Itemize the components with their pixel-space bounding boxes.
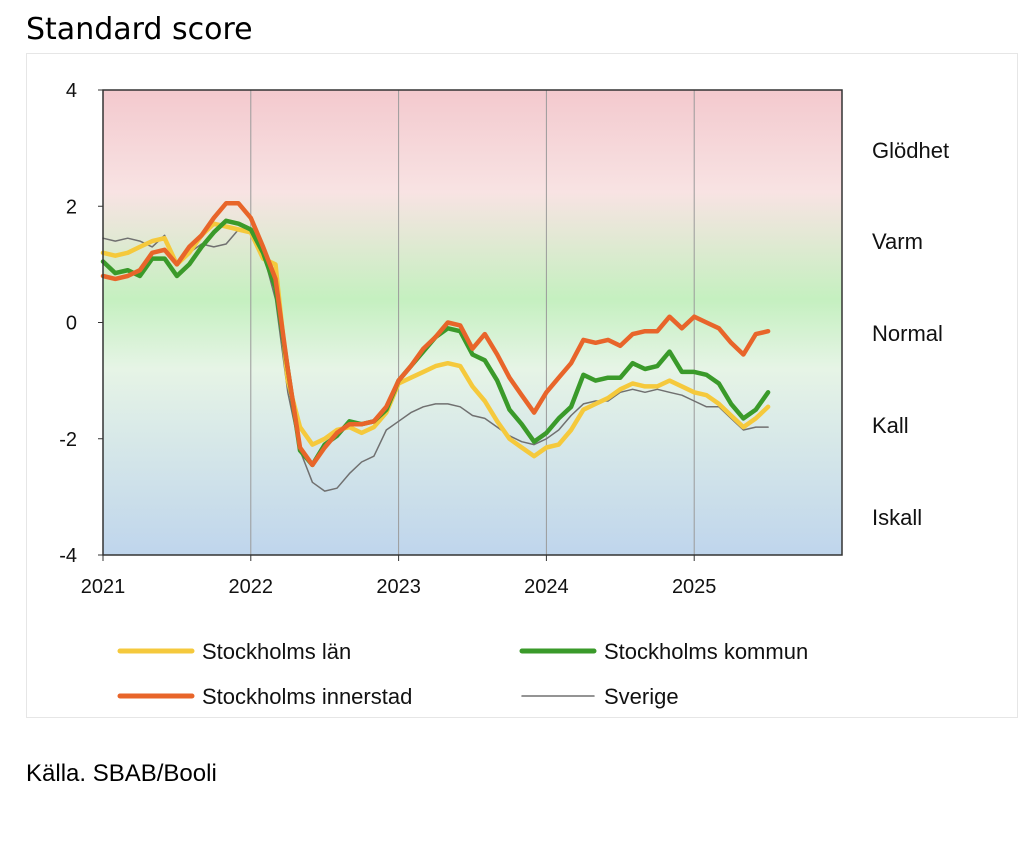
legend-label: Stockholms kommun [604, 639, 808, 664]
y-axis: 4 2 0 -2 -4 [59, 80, 103, 567]
gridlines [250, 90, 695, 555]
y-tick-label: 4 [66, 80, 77, 102]
x-tick-label: 2022 [229, 576, 274, 598]
x-tick-label: 2024 [524, 576, 569, 598]
y-tick-label: -2 [59, 429, 77, 451]
source-note: Källa. SBAB/Booli [26, 760, 217, 787]
x-tick-label: 2025 [672, 576, 717, 598]
y-tick-label: 0 [66, 313, 77, 335]
zone-labels: Glödhet Varm Normal Kall Iskall [872, 138, 949, 530]
series-line-stockholms-lan [100, 221, 771, 459]
page-title: Standard score [26, 12, 253, 47]
legend-label: Sverige [604, 684, 679, 709]
plot-background [103, 90, 842, 555]
x-axis: 2021 2022 2023 2024 2025 [81, 555, 717, 598]
y-tick-label: -4 [59, 545, 77, 567]
zone-label-glödhet: Glödhet [872, 138, 949, 163]
legend-label: Stockholms innerstad [202, 684, 412, 709]
zone-label-kall: Kall [872, 413, 909, 438]
series-layer [100, 201, 771, 492]
legend: Stockholms län Stockholms kommun Stockholm… [117, 639, 808, 709]
series-line-sverige [102, 228, 769, 492]
y-tick-label: 2 [66, 196, 77, 218]
x-tick-label: 2023 [376, 576, 421, 598]
zone-label-iskall: Iskall [872, 505, 922, 530]
series-line-stockholms-innerstad [100, 201, 771, 468]
zone-label-normal: Normal [872, 321, 943, 346]
zone-label-varm: Varm [872, 229, 923, 254]
chart-frame [26, 53, 1018, 718]
legend-label: Stockholms län [202, 639, 351, 664]
x-tick-label: 2021 [81, 576, 126, 598]
